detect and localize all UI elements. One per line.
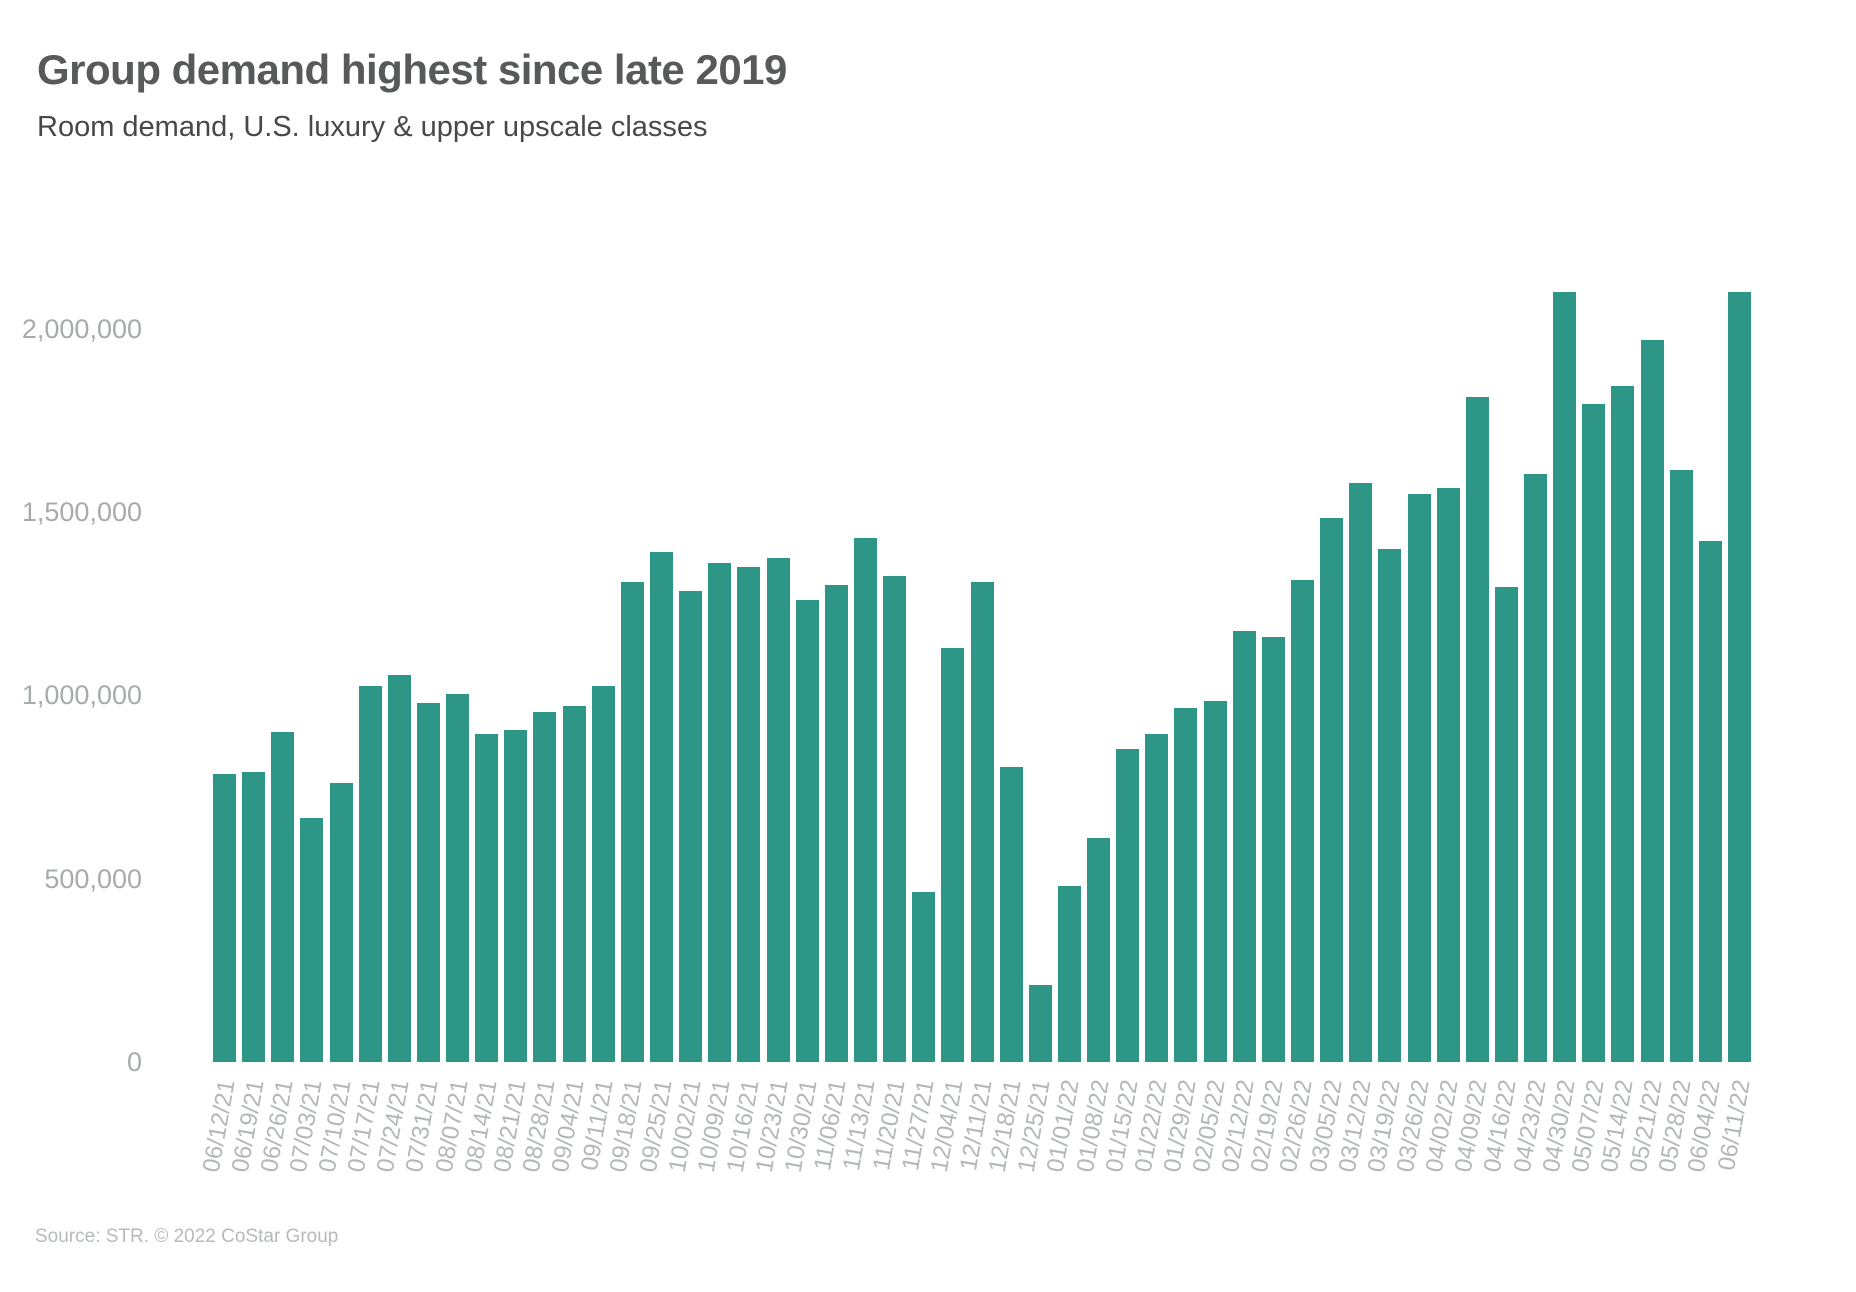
- bar: [679, 590, 703, 1062]
- bar: [1378, 548, 1402, 1062]
- bar: [1116, 748, 1140, 1062]
- bar: [1553, 292, 1577, 1062]
- bar: [1494, 587, 1518, 1062]
- bar: [1669, 469, 1693, 1062]
- bar: [1436, 488, 1460, 1062]
- bar: [650, 552, 674, 1062]
- bar: [329, 783, 353, 1062]
- bar: [737, 567, 761, 1062]
- bar: [1087, 838, 1111, 1062]
- bar: [1407, 493, 1431, 1062]
- bar: [213, 774, 236, 1062]
- bar: [1145, 733, 1169, 1062]
- bar: [853, 537, 877, 1062]
- bar: [1640, 339, 1664, 1062]
- bar: [970, 581, 994, 1062]
- y-axis-label: 2,000,000: [21, 313, 142, 344]
- bar: [795, 600, 819, 1062]
- bar: [941, 647, 965, 1062]
- bar: [620, 581, 644, 1062]
- chart-title: Group demand highest since late 2019: [37, 46, 787, 93]
- bar: [387, 675, 411, 1062]
- bar: [1465, 396, 1489, 1062]
- bar: [1320, 517, 1344, 1062]
- bar: [1203, 700, 1227, 1062]
- source-note: Source: STR. © 2022 CoStar Group: [35, 1226, 339, 1247]
- bar: [1728, 292, 1752, 1062]
- bar: [242, 772, 266, 1062]
- bar: [446, 693, 470, 1062]
- bar: [824, 585, 848, 1062]
- bar: [1057, 886, 1081, 1062]
- bar: [358, 686, 382, 1062]
- bar: [504, 730, 528, 1062]
- bar: [562, 706, 586, 1062]
- y-axis-label: 500,000: [44, 863, 142, 894]
- bar: [1028, 985, 1052, 1062]
- bar: [1174, 708, 1198, 1062]
- y-axis-label: 0: [126, 1047, 142, 1077]
- bar: [999, 766, 1023, 1062]
- chart-subtitle: Room demand, U.S. luxury & upper upscale…: [37, 111, 708, 143]
- bar: [1611, 385, 1635, 1062]
- bar: [883, 576, 907, 1062]
- bar: [1582, 403, 1606, 1062]
- bar: [1698, 541, 1722, 1062]
- bar: [766, 557, 790, 1062]
- y-axis-label: 1,000,000: [21, 680, 142, 711]
- bar: [300, 818, 324, 1062]
- bar: [416, 702, 440, 1062]
- bar: [1524, 473, 1548, 1062]
- bar: [1349, 482, 1373, 1062]
- bar: [1232, 631, 1256, 1062]
- bar: [271, 732, 295, 1062]
- y-axis-label: 1,500,000: [21, 497, 142, 528]
- bar: [533, 711, 557, 1062]
- bar: [1290, 579, 1314, 1062]
- bar: [475, 733, 499, 1062]
- bar: [591, 686, 615, 1062]
- bar: [912, 891, 936, 1062]
- bar: [1261, 636, 1285, 1062]
- bar: [708, 563, 732, 1062]
